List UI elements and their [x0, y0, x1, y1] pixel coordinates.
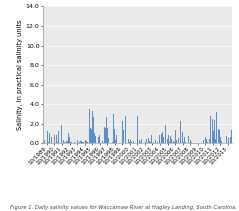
- Y-axis label: Salinity, in practical salinity units: Salinity, in practical salinity units: [17, 20, 23, 130]
- Text: Figure 1. Daily salinity values for Waccamaw River at Hagley Landing, South Caro: Figure 1. Daily salinity values for Wacc…: [10, 205, 236, 210]
